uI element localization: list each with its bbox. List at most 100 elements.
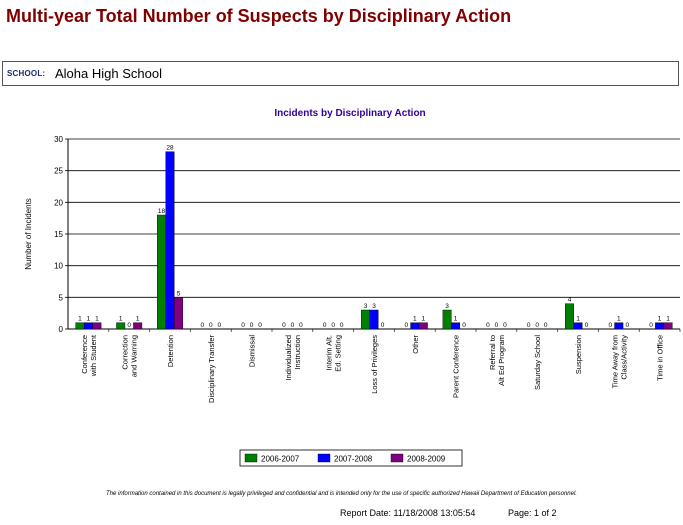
page-title: Multi-year Total Number of Suspects by D… [6, 6, 512, 26]
x-tick-label: Parent Conference [452, 335, 461, 398]
x-tick-label: Correctionand Warning [121, 335, 139, 377]
bar-value-label: 1 [78, 316, 82, 323]
bar [133, 322, 143, 330]
bar-value-label: 0 [585, 322, 589, 329]
bar-value-label: 4 [568, 297, 572, 304]
bar [442, 309, 452, 330]
bar [369, 309, 379, 330]
bar-value-label: 1 [666, 316, 670, 323]
bar [451, 322, 461, 330]
legend-swatch [317, 453, 331, 463]
y-tick-label: 10 [54, 262, 63, 271]
y-tick-label: 0 [59, 325, 64, 334]
legend-swatch [244, 453, 258, 463]
bar-value-label: 0 [323, 322, 327, 329]
bar-value-label: 1 [136, 316, 140, 323]
bar-value-label: 0 [340, 322, 344, 329]
x-tick-label: Loss of Privileges [370, 335, 379, 394]
bar-value-label: 1 [413, 316, 417, 323]
bar-value-label: 3 [445, 303, 449, 310]
bar [83, 322, 93, 330]
bar-value-label: 1 [658, 316, 662, 323]
bar-value-label: 1 [119, 316, 123, 323]
x-tick-label: Dismissal [248, 335, 257, 367]
bar [614, 322, 624, 330]
bar [92, 322, 102, 330]
confidentiality-note: The information contained in this docume… [106, 491, 577, 497]
bar-value-label: 3 [372, 303, 376, 310]
x-tick-label: Disciplinary Transfer [207, 334, 216, 402]
bar-value-label: 0 [404, 322, 408, 329]
bar [75, 322, 85, 330]
bar-value-label: 0 [299, 322, 303, 329]
bar-value-label: 0 [649, 322, 653, 329]
y-tick-label: 15 [54, 230, 63, 239]
x-tick-label: IndividualizedInstruction [284, 335, 302, 380]
bar-value-label: 0 [535, 322, 539, 329]
x-tick-label: Interim Alt.Ed. Setting [325, 335, 343, 372]
y-tick-label: 25 [54, 167, 63, 176]
bar-value-label: 0 [495, 322, 499, 329]
legend-label: 2008-2009 [407, 455, 446, 464]
bar-value-label: 3 [364, 303, 368, 310]
x-tick-label: Suspension [574, 335, 583, 374]
chart-title: Incidents by Disciplinary Action [274, 108, 425, 119]
x-tick-label: Saturday School [533, 335, 542, 390]
bar-value-label: 1 [87, 316, 91, 323]
bar-value-label: 0 [527, 322, 531, 329]
bar-value-label: 0 [331, 322, 335, 329]
bar [165, 151, 175, 330]
bar-value-label: 0 [544, 322, 548, 329]
y-tick-label: 5 [59, 293, 64, 302]
bar-value-label: 1 [421, 316, 425, 323]
bar-value-label: 0 [250, 322, 254, 329]
bar-chart: Incidents by Disciplinary Action05101520… [24, 108, 681, 467]
bar-value-label: 0 [258, 322, 262, 329]
bar [663, 322, 673, 330]
bar-value-label: 5 [177, 290, 181, 297]
bar [573, 322, 583, 330]
bar-value-label: 1 [617, 316, 621, 323]
bar [361, 309, 370, 330]
legend-box [239, 449, 463, 467]
x-tick-label: Conferencewith Student [80, 334, 98, 377]
bar-value-label: 0 [241, 322, 245, 329]
bar-value-label: 1 [454, 316, 458, 323]
bar-value-label: 0 [200, 322, 204, 329]
bar-value-label: 1 [95, 316, 99, 323]
school-name: Aloha High School [55, 66, 162, 81]
page-number: Page: 1 of 2 [508, 508, 557, 518]
legend-swatch [390, 453, 404, 463]
bar [410, 322, 420, 330]
bar [418, 322, 428, 330]
x-tick-label: Referral toAlt Ed Program [488, 335, 506, 386]
bar-value-label: 0 [209, 322, 213, 329]
bar [565, 303, 574, 330]
bar-value-label: 0 [625, 322, 629, 329]
y-tick-label: 20 [54, 198, 63, 207]
x-tick-label: Time Away fromClass/Activity [610, 335, 628, 389]
bar-value-label: 0 [486, 322, 490, 329]
x-tick-label: Detention [166, 335, 175, 367]
bar [174, 297, 183, 330]
legend-label: 2007-2008 [334, 455, 373, 464]
bar-value-label: 0 [127, 322, 131, 329]
bar-value-label: 0 [291, 322, 295, 329]
bar-value-label: 18 [158, 208, 166, 215]
bar-value-label: 0 [381, 322, 385, 329]
bar-value-label: 0 [503, 322, 507, 329]
bar [655, 322, 665, 330]
bar-value-label: 0 [462, 322, 466, 329]
bar-value-label: 0 [217, 322, 221, 329]
x-tick-label: Time in Office [656, 335, 665, 381]
y-tick-label: 30 [54, 135, 63, 144]
school-label: SCHOOL: [7, 69, 46, 78]
school-box: SCHOOL: Aloha High School [2, 61, 679, 86]
legend-label: 2006-2007 [261, 455, 300, 464]
bar-value-label: 1 [576, 316, 580, 323]
bar-value-label: 28 [166, 145, 174, 152]
bar [116, 322, 126, 330]
bar-value-label: 0 [608, 322, 612, 329]
bar [157, 214, 166, 330]
bar-value-label: 0 [282, 322, 286, 329]
